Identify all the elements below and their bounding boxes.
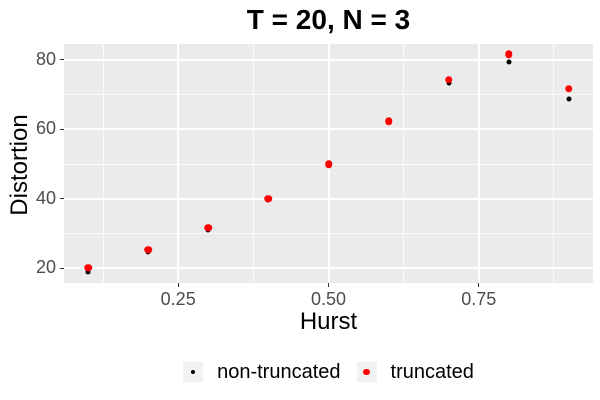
gridline-major-horizontal [64,197,593,200]
y-tick-mark [60,198,64,200]
x-tick-label: 0.25 [160,289,196,309]
y-tick-mark [60,267,64,269]
y-tick-mark [60,59,64,61]
data-point-truncated [444,76,453,84]
truncated-point-icon [363,368,370,376]
legend-key-box [356,362,377,382]
data-point-truncated [204,223,213,232]
legend-label: non-truncated [217,360,341,383]
x-tick-mark [177,283,179,287]
y-tick-label: 40 [35,187,56,208]
data-point-truncated [84,263,92,272]
y-tick-label: 80 [35,48,56,69]
plot-panel [64,44,593,283]
x-tick-mark [478,283,480,287]
data-point-non-truncated [85,269,91,275]
gridline-major-horizontal [64,267,593,270]
data-point-truncated [324,160,333,168]
data-point-non-truncated [566,96,572,102]
y-tick-mark [60,128,64,130]
plot-title: T = 20, N = 3 [246,4,411,35]
y-tick-label: 60 [35,118,56,139]
data-point-truncated [144,246,152,254]
gridline-minor-vertical [102,44,104,283]
data-point-truncated [565,85,573,93]
legend-item-truncated: truncated [356,360,474,384]
data-point-truncated [384,117,393,125]
y-axis-title: Distortion [6,114,33,216]
gridline-minor-vertical [553,44,555,283]
x-tick-mark [328,283,329,287]
x-axis-title: Hurst [299,308,358,335]
legend-item-non-truncated: non-truncated [183,360,341,384]
legend-label: truncated [390,360,474,383]
data-point-truncated [505,50,513,59]
x-tick-label: 0.50 [310,289,347,309]
gridline-minor-vertical [252,44,254,283]
gridline-major-vertical [177,44,180,283]
legend-key-box [183,362,204,382]
legend: non-truncated truncated [64,358,593,386]
gridline-minor-vertical [403,44,405,283]
data-point-truncated [264,195,273,203]
gridline-major-horizontal [64,128,593,131]
gridline-major-horizontal [64,58,593,61]
gridline-major-vertical [477,44,480,283]
non-truncated-point-icon [190,369,196,375]
data-point-non-truncated [506,59,512,65]
y-tick-label: 20 [35,257,56,278]
x-tick-label: 0.75 [461,289,497,309]
